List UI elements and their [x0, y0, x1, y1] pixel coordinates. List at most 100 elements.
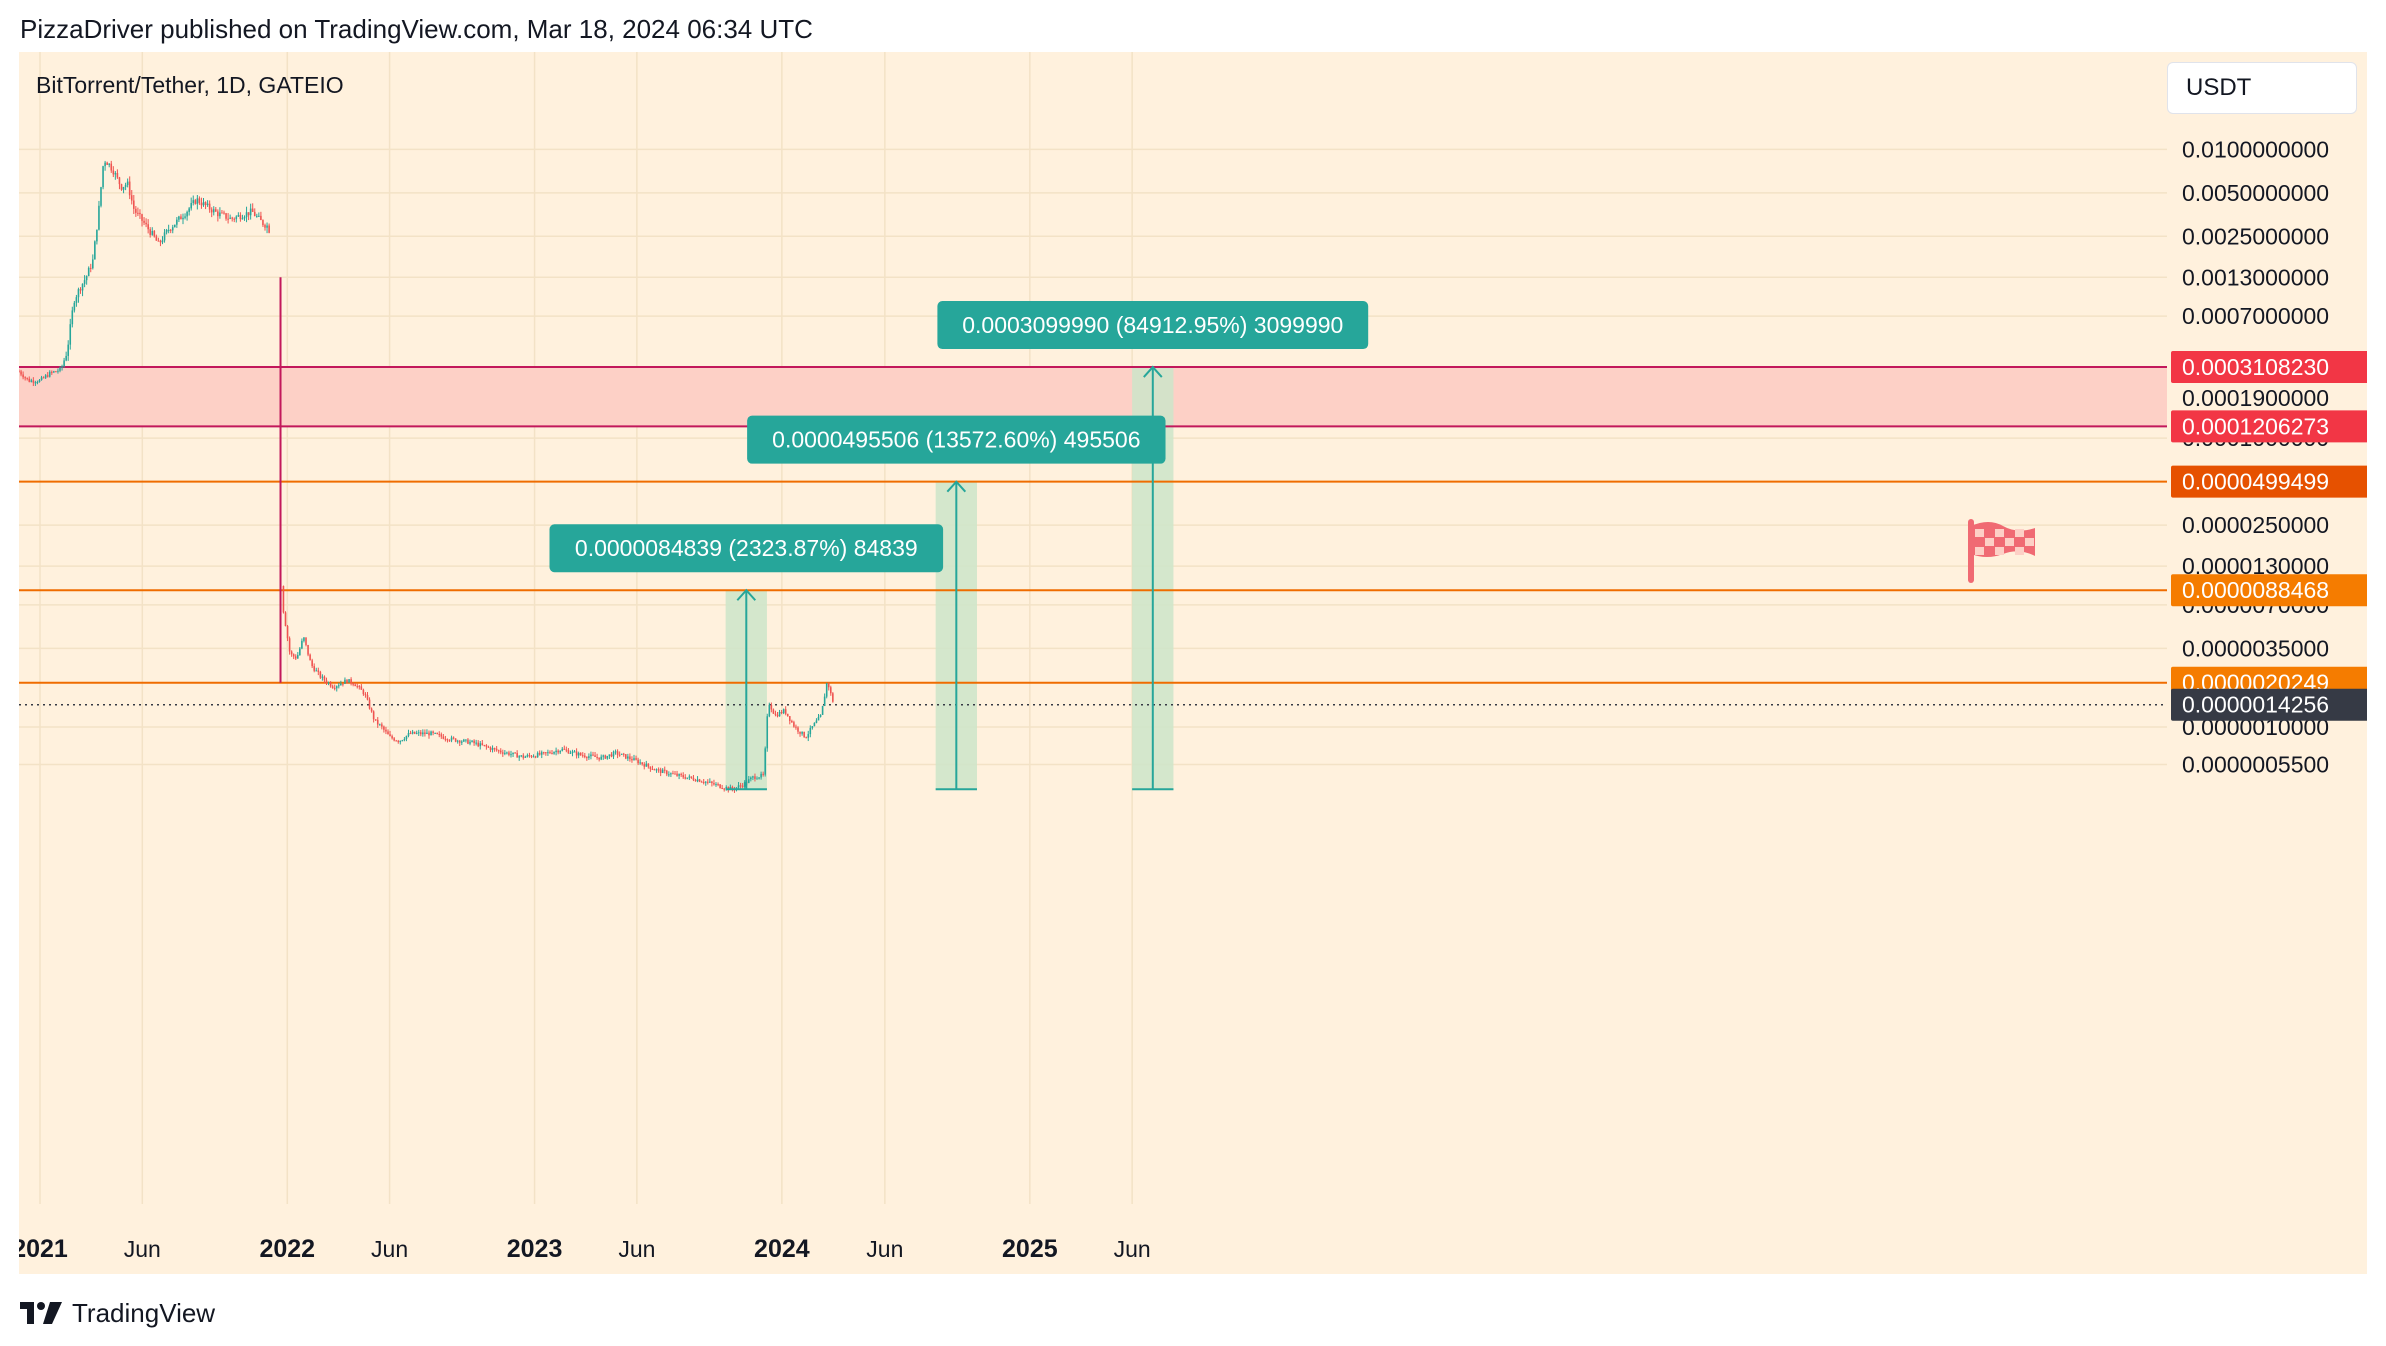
candle-body — [590, 754, 592, 757]
candle-body — [434, 732, 436, 734]
candle-body — [34, 382, 37, 384]
candle-body — [786, 713, 789, 717]
candle-body — [73, 302, 76, 311]
candle-body — [307, 644, 309, 655]
candle-body — [253, 211, 256, 217]
candle-body — [346, 679, 348, 683]
candle-body — [313, 666, 315, 671]
candle-body — [169, 229, 172, 231]
candle-body — [610, 754, 613, 757]
projection-label-text: 0.0000084839 (2323.87%) 84839 — [575, 535, 918, 561]
candle-body — [303, 637, 305, 641]
candle-body — [153, 231, 156, 237]
candle-body — [51, 371, 53, 373]
candle-body — [217, 211, 219, 217]
candle-body — [711, 781, 713, 784]
candle-body — [475, 742, 477, 744]
candle-body — [657, 769, 660, 771]
projection-arrow-head — [1143, 365, 1163, 378]
time-tick-label: Jun — [618, 1236, 655, 1262]
candle-body — [663, 769, 666, 771]
candle-body — [174, 224, 176, 228]
footer[interactable]: TradingView — [20, 1296, 215, 1330]
candle-body — [465, 739, 467, 741]
time-axis[interactable]: 2021 Jun 2022 Jun 2023 Jun 2024 Jun 2025 Jun — [12, 1235, 1151, 1263]
candle-body — [358, 686, 361, 688]
candle-body — [247, 212, 250, 216]
candle-body — [635, 758, 637, 760]
candle-body — [797, 727, 799, 732]
candle-body — [577, 752, 580, 756]
candle-body — [655, 769, 658, 771]
candle-body — [405, 735, 408, 740]
flag-check — [2025, 538, 2034, 546]
candle-body — [139, 212, 141, 215]
candle-body — [260, 215, 262, 221]
candle-body — [819, 714, 822, 717]
candle-body — [96, 229, 98, 242]
candle-body — [239, 215, 242, 220]
candle-body — [469, 741, 471, 744]
candle-body — [696, 779, 699, 782]
candle-body — [180, 216, 182, 220]
candle-body — [758, 777, 760, 779]
candle-body — [317, 670, 320, 672]
candle-body — [625, 754, 627, 759]
symbol-title[interactable]: BitTorrent/Tether, 1D, GATEIO — [36, 72, 344, 98]
candle-body — [126, 181, 129, 185]
candle-body — [512, 752, 514, 755]
price-tag-label: 0.0003108230 — [2182, 354, 2329, 380]
time-tick-label: Jun — [124, 1236, 161, 1262]
currency-unit-button[interactable]: USDT — [2167, 62, 2357, 114]
candle-body — [811, 726, 814, 728]
candle-body — [666, 770, 668, 775]
candle-body — [231, 217, 233, 219]
candle-body — [38, 379, 41, 383]
candle-body — [770, 704, 773, 710]
candle-body — [778, 712, 781, 717]
candle-body — [381, 724, 383, 727]
candle-body — [768, 704, 771, 717]
candle-body — [832, 693, 834, 702]
candle-body — [428, 732, 430, 736]
price-tick-label: 0.0001900000 — [2182, 385, 2329, 411]
candle-body — [612, 751, 615, 757]
candle-body — [487, 746, 490, 748]
candle-body — [128, 181, 131, 196]
candle-body — [643, 764, 646, 767]
candle-body — [335, 686, 338, 689]
candle-body — [497, 750, 500, 752]
candle-body — [715, 784, 717, 786]
candle-body — [504, 752, 506, 754]
candle-body — [594, 755, 596, 757]
time-tick-label: Jun — [1114, 1236, 1151, 1262]
candle-body — [579, 752, 582, 756]
candle-body — [543, 752, 545, 754]
candle-body — [698, 779, 701, 782]
candle-body — [407, 733, 410, 736]
candle-body — [690, 776, 693, 778]
candle-body — [676, 773, 678, 776]
candle-body — [122, 187, 125, 190]
candle-body — [417, 732, 420, 734]
candle-body — [219, 212, 221, 217]
candle-body — [301, 640, 303, 649]
candle-body — [118, 177, 121, 185]
candle-body — [167, 229, 170, 231]
candlestick-chart[interactable]: 0.0100000000 0.0050000000 0.0025000000 0.00… — [12, 52, 2373, 1274]
candle-body — [815, 720, 818, 723]
candle-body — [604, 755, 607, 759]
candle-body — [791, 720, 793, 723]
candle-body — [331, 686, 334, 688]
chart-area[interactable]: 0.0100000000 0.0050000000 0.0025000000 0.00… — [12, 52, 2373, 1274]
candle-body — [46, 375, 49, 377]
candle-body — [633, 758, 635, 761]
candle-body — [102, 166, 104, 188]
candle-body — [422, 732, 424, 735]
candle-body — [262, 220, 264, 226]
flag-check — [1995, 529, 2004, 537]
candle-body — [772, 709, 775, 714]
candle-body — [719, 784, 721, 788]
candle-body — [22, 374, 24, 378]
candle-body — [704, 781, 707, 783]
